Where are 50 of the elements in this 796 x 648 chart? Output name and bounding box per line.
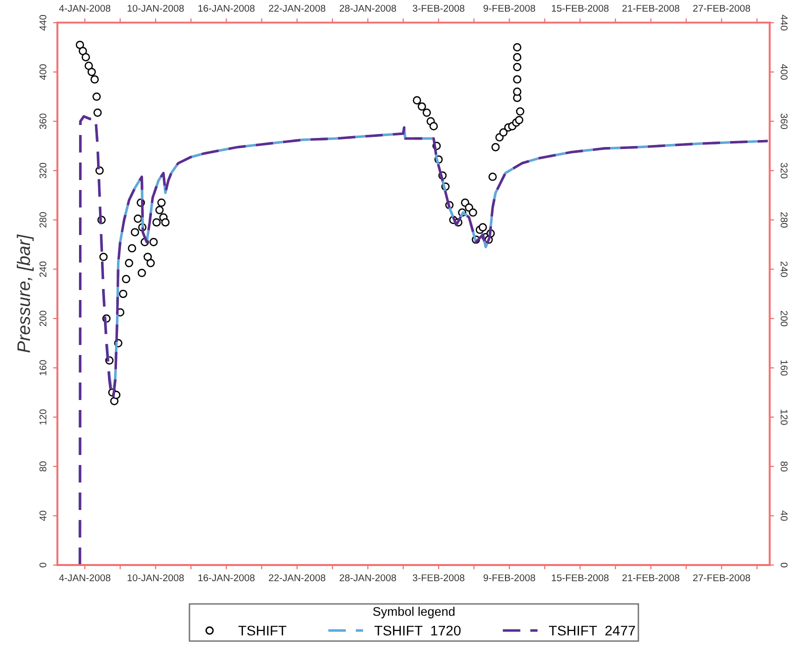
y-axis-title: Pressure, [bar] xyxy=(16,234,34,353)
y-tick-label: 80 xyxy=(39,461,46,472)
x2-tick-label: 16-JAN-2008 xyxy=(198,4,255,12)
y-tick-label: 360 xyxy=(39,114,46,130)
x-tick-label: 9-FEB-2008 xyxy=(484,574,536,582)
x-tick-label: 22-JAN-2008 xyxy=(268,574,326,582)
legend-label: TSHIFT 2477 xyxy=(548,626,635,636)
x2-tick-label: 3-FEB-2008 xyxy=(412,4,464,12)
x-tick-label: 3-FEB-2008 xyxy=(412,574,464,582)
x2-tick-label: 10-JAN-2008 xyxy=(128,4,184,12)
y2-tick-label: 360 xyxy=(780,114,788,130)
y-tick-label: 200 xyxy=(39,310,46,326)
y2-tick-label: 80 xyxy=(780,461,788,472)
y2-tick-label: 440 xyxy=(780,14,788,30)
x2-tick-label: 22-JAN-2008 xyxy=(268,4,326,12)
y-tick-label: 240 xyxy=(39,261,46,277)
y2-tick-label: 120 xyxy=(780,410,788,425)
y-tick-label: 280 xyxy=(39,212,46,228)
y-tick-label: 0 xyxy=(39,562,46,568)
x-tick-label: 4-JAN-2008 xyxy=(59,574,110,582)
x-tick-label: 27-FEB-2008 xyxy=(693,574,750,582)
y-tick-label: 400 xyxy=(39,64,46,80)
y2-tick-label: 160 xyxy=(780,360,788,376)
x-tick-label: 10-JAN-2008 xyxy=(128,574,184,582)
x-tick-label: 21-FEB-2008 xyxy=(622,574,680,582)
line-series xyxy=(78,115,770,566)
y-tick-label: 440 xyxy=(39,14,46,31)
x-tick-label: 16-JAN-2008 xyxy=(198,574,255,582)
x2-tick-label: 27-FEB-2008 xyxy=(693,4,750,12)
y2-tick-label: 200 xyxy=(780,310,788,326)
x2-tick-label: 9-FEB-2008 xyxy=(484,4,536,12)
y2-tick-label: 40 xyxy=(780,510,788,521)
y-tick-label: 120 xyxy=(39,409,46,425)
x2-tick-label: 21-FEB-2008 xyxy=(622,4,680,12)
legend-title: Symbol legend xyxy=(373,606,454,618)
y2-tick-label: 320 xyxy=(780,162,788,178)
y-tick-label: 320 xyxy=(39,162,46,178)
y-tick-label: 160 xyxy=(39,360,46,376)
legend-label: TSHIFT 1720 xyxy=(374,626,461,636)
y2-tick-label: 280 xyxy=(780,212,788,228)
y2-tick-label: 400 xyxy=(780,64,788,80)
x2-tick-label: 15-FEB-2008 xyxy=(552,4,609,12)
x-tick-label: 28-JAN-2008 xyxy=(340,574,396,582)
y-tick-label: 40 xyxy=(39,510,46,521)
legend-label: TSHIFT xyxy=(238,626,286,636)
x2-tick-label: 28-JAN-2008 xyxy=(340,4,396,12)
y2-tick-label: 240 xyxy=(780,262,788,277)
x-tick-label: 15-FEB-2008 xyxy=(552,574,609,582)
y2-tick-label: 0 xyxy=(780,562,788,568)
x2-tick-label: 4-JAN-2008 xyxy=(59,4,110,12)
